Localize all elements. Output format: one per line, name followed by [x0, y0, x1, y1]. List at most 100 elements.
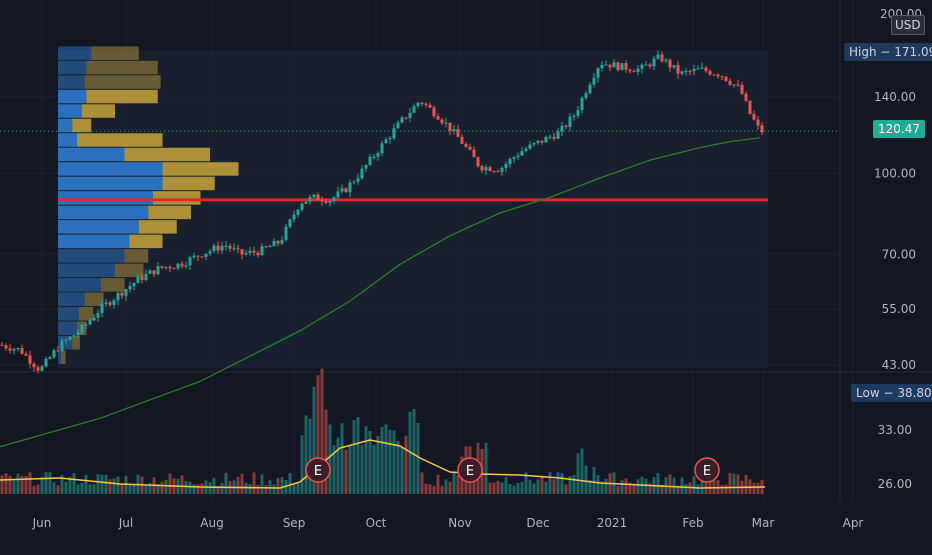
volume-bar-60 [240, 473, 244, 494]
volume-bar-147 [588, 479, 592, 494]
volume-bar-9 [36, 484, 40, 494]
candle-body-176 [704, 67, 708, 72]
volume-bar-108 [432, 485, 436, 494]
volume-bar-88 [352, 420, 356, 494]
candle-body-12 [48, 357, 52, 359]
volume-bar-8 [32, 485, 36, 494]
volume-bar-42 [168, 473, 172, 494]
candle-body-9 [36, 367, 40, 371]
candle-body-35 [140, 276, 144, 280]
volume-bar-23 [92, 484, 96, 494]
candle-body-55 [220, 245, 224, 251]
candle-body-70 [280, 239, 284, 244]
candle-body-177 [708, 71, 712, 75]
volume-bar-141 [564, 484, 568, 494]
volume-bar-91 [364, 426, 368, 494]
volume-bar-90 [360, 445, 364, 494]
volume-bar-32 [128, 483, 132, 494]
volume-bar-99 [396, 440, 400, 494]
volume-bar-13 [52, 482, 56, 494]
volume-bar-165 [660, 484, 664, 494]
volume-bar-21 [84, 474, 88, 494]
volume-bar-11 [44, 472, 48, 494]
candle-body-114 [456, 129, 460, 137]
candle-body-44 [176, 263, 180, 269]
candle-body-166 [664, 59, 668, 62]
candle-body-75 [300, 203, 304, 210]
currency-badge[interactable]: USD [891, 15, 925, 35]
candle-body-139 [556, 131, 560, 139]
volume-bar-142 [568, 476, 572, 494]
vp-up-19 [58, 75, 85, 89]
candle-body-83 [332, 197, 336, 202]
volume-bar-69 [276, 477, 280, 494]
volume-bar-175 [700, 475, 704, 494]
volume-bar-74 [296, 483, 300, 494]
vp-down-12 [162, 176, 215, 191]
vp-down-18 [86, 89, 158, 104]
volume-bar-112 [448, 481, 452, 494]
volume-bar-171 [684, 484, 688, 494]
volume-bar-182 [728, 473, 732, 494]
vp-up-5 [58, 278, 101, 292]
candle-body-144 [576, 109, 580, 116]
candle-body-46 [184, 265, 188, 267]
time-tick-label-5: Nov [448, 516, 471, 530]
candle-body-47 [188, 257, 192, 266]
candle-body-132 [528, 144, 532, 149]
volume-bar-47 [188, 481, 192, 494]
vp-up-2 [58, 321, 77, 336]
candle-body-40 [160, 266, 164, 268]
candle-body-56 [224, 245, 228, 247]
candle-body-48 [192, 255, 196, 258]
volume-bar-18 [72, 473, 76, 494]
volume-bar-75 [300, 435, 304, 494]
candle-body-117 [468, 146, 472, 150]
volume-bar-80 [320, 368, 324, 494]
volume-bar-66 [264, 485, 268, 494]
volume-bar-55 [220, 482, 224, 494]
candle-body-76 [304, 201, 308, 204]
candle-body-133 [532, 142, 536, 145]
candle-body-66 [264, 246, 268, 248]
volume-bar-93 [372, 444, 376, 494]
volume-bar-73 [292, 483, 296, 494]
volume-bar-180 [720, 485, 724, 494]
volume-bar-188 [752, 482, 756, 494]
volume-bar-167 [668, 474, 672, 494]
volume-bar-6 [24, 476, 28, 494]
volume-bar-79 [316, 375, 320, 494]
volume-bar-16 [64, 482, 68, 494]
candle-body-31 [124, 289, 128, 296]
volume-bar-183 [732, 473, 736, 494]
volume-bar-4 [16, 473, 20, 494]
volume-bar-121 [484, 442, 488, 494]
volume-bar-154 [616, 485, 620, 494]
volume-bar-78 [312, 386, 316, 494]
candle-body-30 [120, 292, 124, 296]
vp-down-21 [91, 46, 139, 60]
vp-down-6 [115, 263, 144, 278]
candle-body-14 [56, 350, 60, 352]
candle-body-98 [392, 128, 396, 139]
volume-bar-148 [592, 467, 596, 494]
vp-down-5 [100, 278, 125, 292]
volume-bar-100 [400, 447, 404, 494]
candle-body-28 [112, 300, 116, 305]
candle-body-180 [720, 76, 724, 78]
candle-body-110 [440, 119, 444, 123]
volume-bar-138 [552, 479, 556, 494]
candle-body-122 [488, 167, 492, 172]
price-tick-label-2: 70.00 [882, 247, 916, 261]
candle-body-183 [732, 84, 736, 86]
candle-body-109 [436, 116, 440, 120]
vp-up-0 [58, 350, 61, 364]
candle-body-120 [480, 166, 484, 171]
candle-body-41 [164, 266, 168, 268]
vp-up-14 [58, 147, 125, 162]
candle-body-141 [564, 125, 568, 127]
candle-body-154 [616, 62, 620, 71]
candle-body-87 [348, 182, 352, 193]
